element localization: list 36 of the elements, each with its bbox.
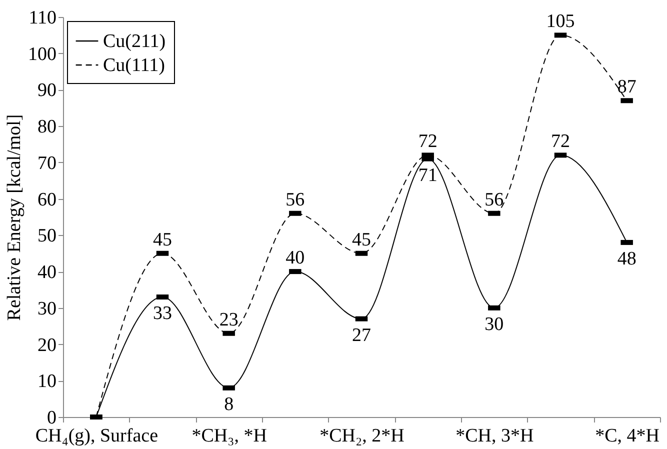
data-label: 40 <box>286 248 305 269</box>
y-tick-label: 110 <box>28 8 56 28</box>
data-label: 72 <box>418 131 438 152</box>
y-tick-label: 80 <box>38 116 56 138</box>
data-label: 23 <box>219 309 238 330</box>
data-label: 105 <box>546 11 575 32</box>
x-tick-label: *CH₃, *H <box>192 426 268 446</box>
x-tick-label: *CH₂, 2*H <box>320 426 405 446</box>
y-tick-label: 30 <box>38 298 56 320</box>
y-tick-label: 0 <box>47 408 56 428</box>
y-tick-label: 70 <box>38 152 56 174</box>
y-tick-label: 40 <box>38 262 56 284</box>
data-label: 56 <box>286 189 305 210</box>
data-label: 45 <box>352 229 371 250</box>
data-label: 87 <box>617 76 636 98</box>
data-label: 8 <box>224 394 234 415</box>
y-tick-label: 20 <box>38 334 56 356</box>
data-label: 45 <box>153 229 172 250</box>
y-axis-title: Relative Energy [kcal/mol] <box>4 114 25 321</box>
x-tick-label: *C, 4*H <box>595 426 660 446</box>
y-tick-label: 90 <box>38 80 56 102</box>
data-label: 27 <box>352 324 371 346</box>
legend-label: Cu(211) <box>103 31 166 52</box>
y-tick-label: 60 <box>38 189 56 210</box>
y-tick-label: 100 <box>28 44 56 65</box>
x-tick-label: CH₄(g), Surface <box>35 426 158 446</box>
data-label: 48 <box>617 248 636 270</box>
data-label: 33 <box>153 303 172 324</box>
y-tick-label: 50 <box>38 226 56 247</box>
y-tick-label: 10 <box>38 371 56 392</box>
data-label: 71 <box>418 164 438 186</box>
data-label: 56 <box>484 189 504 210</box>
x-tick-label: *CH, 3*H <box>456 426 534 446</box>
legend-label: Cu(111) <box>103 55 165 76</box>
data-label: 30 <box>484 314 504 335</box>
data-label: 72 <box>551 131 570 152</box>
